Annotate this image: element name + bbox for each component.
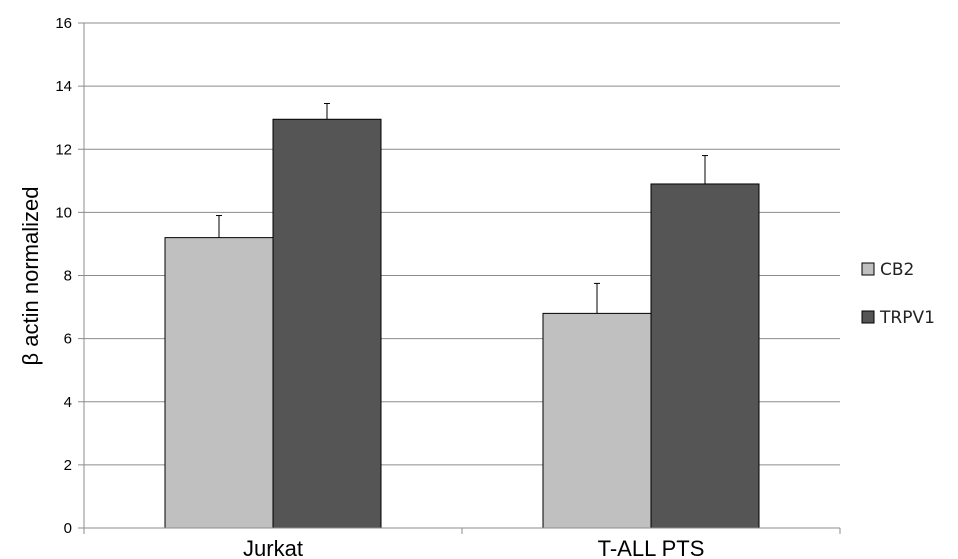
y-tick-label: 2 xyxy=(64,457,72,474)
y-tick-label: 16 xyxy=(55,15,72,32)
y-tick-label: 12 xyxy=(55,141,72,158)
bars xyxy=(164,102,760,529)
axes: 0 2 4 6 8 10 12 14 16 Jurkat T-ALL PTS xyxy=(55,15,841,559)
bar-cb2-1 xyxy=(164,237,274,529)
bar-cb2-2 xyxy=(542,312,652,529)
legend-swatch-trpv1 xyxy=(861,310,875,324)
y-tick-label: 4 xyxy=(64,394,72,411)
legend-label-trpv1: TRPV1 xyxy=(879,308,935,328)
x-category-label: T-ALL PTS xyxy=(598,536,705,559)
legend-swatch-cb2 xyxy=(861,262,875,276)
y-axis-label: β actin normalized xyxy=(18,187,43,366)
y-tick-label: 8 xyxy=(64,268,72,285)
legend-label-cb2: CB2 xyxy=(880,260,914,280)
bar-trpv1-1 xyxy=(272,118,382,529)
y-tick-label: 6 xyxy=(64,331,72,348)
x-category-label: Jurkat xyxy=(243,536,303,559)
legend: CB2 TRPV1 xyxy=(861,260,935,328)
y-tick-label: 0 xyxy=(64,520,72,537)
bar-trpv1-2 xyxy=(650,183,760,529)
y-tick-label: 14 xyxy=(55,78,72,95)
y-tick-label: 10 xyxy=(55,204,72,221)
